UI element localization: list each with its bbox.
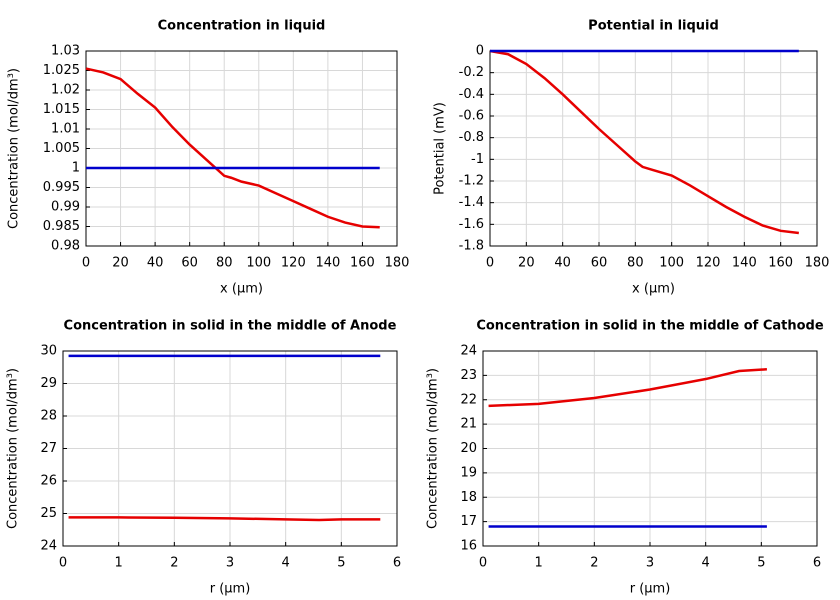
x-tick-label: 5: [337, 556, 345, 571]
y-tick-label: 30: [40, 344, 57, 359]
y-tick-label: 24: [40, 539, 57, 554]
x-tick-label: 120: [696, 256, 721, 271]
y-tick-label: 1.005: [43, 141, 80, 156]
x-tick-label: 180: [385, 256, 410, 271]
y-tick-label: -1.6: [459, 217, 484, 232]
x-tick-label: 0: [82, 256, 90, 271]
y-tick-label: -0.6: [459, 109, 484, 124]
x-tick-label: 5: [757, 556, 765, 571]
x-tick-label: 0: [479, 556, 487, 571]
x-tick-label: 100: [246, 256, 271, 271]
y-tick-label: 29: [40, 376, 57, 391]
x-tick-label: 100: [659, 256, 684, 271]
x-tick-label: 20: [518, 256, 535, 271]
y-tick-label: -1.2: [459, 174, 484, 189]
y-tick-label: 1.01: [51, 122, 80, 137]
x-tick-label: 20: [112, 256, 129, 271]
x-tick-label: 40: [554, 256, 571, 271]
y-tick-label: 0.995: [43, 180, 80, 195]
y-tick-label: 1.02: [51, 83, 80, 98]
x-tick-label: 140: [315, 256, 340, 271]
y-tick-label: -0.4: [459, 87, 484, 102]
y-axis-label: Potential (mV): [433, 102, 448, 195]
x-tick-label: 160: [768, 256, 793, 271]
y-tick-label: 24: [460, 344, 477, 359]
y-tick-label: 21: [460, 417, 477, 432]
x-axis-label: x (µm): [220, 282, 263, 297]
y-axis-label: Concentration (mol/dm³): [6, 368, 21, 529]
plot-frame: [482, 350, 818, 547]
x-tick-label: 120: [281, 256, 306, 271]
series-line: [85, 67, 380, 229]
x-tick-label: 40: [147, 256, 164, 271]
y-tick-label: 17: [460, 514, 477, 529]
y-tick-label: 0.98: [51, 239, 80, 254]
x-tick-label: 180: [805, 256, 830, 271]
x-tick-label: 0: [486, 256, 494, 271]
y-tick-label: 1.025: [43, 63, 80, 78]
y-tick-label: -1.4: [459, 195, 484, 210]
series-line: [489, 49, 799, 235]
x-axis-label: x (µm): [632, 282, 675, 297]
chart-title: Concentration in liquid: [158, 19, 326, 34]
x-axis-label: r (µm): [630, 582, 671, 597]
plot-frame: [489, 50, 818, 247]
y-tick-label: -0.8: [459, 130, 484, 145]
x-tick-label: 140: [732, 256, 757, 271]
y-tick-label: 25: [40, 506, 57, 521]
chart-title: Concentration in solid in the middle of …: [64, 319, 397, 334]
x-axis-label: r (µm): [210, 582, 251, 597]
y-tick-label: 1.03: [51, 44, 80, 59]
y-tick-label: 1.015: [43, 102, 80, 117]
x-tick-label: 80: [627, 256, 644, 271]
x-tick-label: 2: [170, 556, 178, 571]
chart-title: Concentration in solid in the middle of …: [476, 319, 824, 334]
y-tick-label: -1.8: [459, 239, 484, 254]
y-tick-label: 20: [460, 441, 477, 456]
plot-frame: [85, 50, 398, 247]
y-tick-label: 19: [460, 465, 477, 480]
x-tick-label: 1: [535, 556, 543, 571]
y-tick-label: 23: [460, 368, 477, 383]
y-tick-label: 0.985: [43, 219, 80, 234]
x-tick-label: 6: [393, 556, 401, 571]
series-line: [68, 516, 381, 522]
y-axis-label: Concentration (mol/dm³): [7, 68, 22, 229]
x-tick-label: 0: [59, 556, 67, 571]
y-tick-label: 28: [40, 409, 57, 424]
y-tick-label: 18: [460, 490, 477, 505]
y-tick-label: 27: [40, 441, 57, 456]
y-tick-label: 26: [40, 474, 57, 489]
y-axis-label: Concentration (mol/dm³): [426, 368, 441, 529]
x-tick-label: 3: [226, 556, 234, 571]
x-tick-label: 6: [813, 556, 821, 571]
x-tick-label: 4: [282, 556, 290, 571]
x-tick-label: 60: [181, 256, 198, 271]
series-line: [488, 368, 767, 408]
x-tick-label: 60: [591, 256, 608, 271]
y-tick-label: -1: [471, 152, 484, 167]
x-tick-label: 2: [590, 556, 598, 571]
plot-frame: [62, 350, 398, 547]
x-tick-label: 1: [115, 556, 123, 571]
y-tick-label: 22: [460, 392, 477, 407]
y-tick-label: -0.2: [459, 65, 484, 80]
x-tick-label: 4: [702, 556, 710, 571]
x-tick-label: 80: [216, 256, 233, 271]
y-tick-label: 0: [476, 44, 484, 59]
x-tick-label: 3: [646, 556, 654, 571]
y-tick-label: 0.99: [51, 200, 80, 215]
y-tick-label: 16: [460, 539, 477, 554]
y-tick-label: 1: [72, 161, 80, 176]
x-tick-label: 160: [350, 256, 375, 271]
chart-title: Potential in liquid: [588, 19, 719, 34]
